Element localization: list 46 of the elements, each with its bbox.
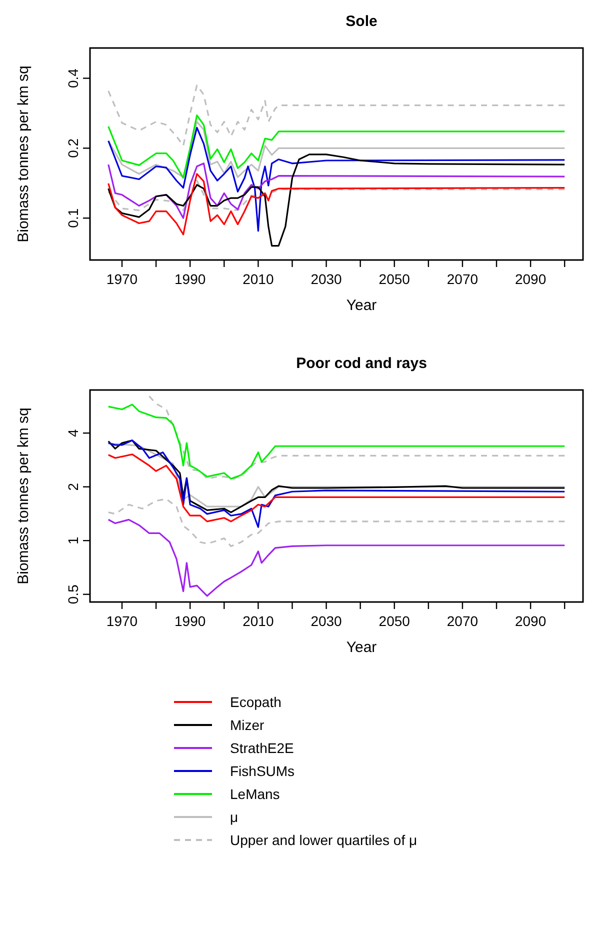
y-tick-label: 0.1 bbox=[65, 208, 81, 228]
y-tick-label: 4 bbox=[65, 428, 81, 437]
line-series bbox=[108, 440, 566, 528]
x-tick-label: 2090 bbox=[514, 613, 546, 629]
y-axis-title: Biomass tonnes per km sq bbox=[15, 66, 32, 242]
x-tick-label: 2010 bbox=[242, 613, 274, 629]
x-tick-label: 2010 bbox=[242, 271, 274, 287]
legend-label: μ bbox=[230, 809, 238, 825]
chart-title: Sole bbox=[346, 13, 378, 30]
y-axis-title: Biomass tonnes per km sq bbox=[15, 408, 32, 584]
line-series bbox=[108, 162, 566, 219]
legend-label: FishSUMs bbox=[230, 763, 295, 779]
x-tick-label: 2030 bbox=[310, 271, 342, 287]
x-tick-label: 2050 bbox=[378, 271, 410, 287]
y-tick-label: 0.4 bbox=[65, 68, 81, 88]
legend-label: LeMans bbox=[230, 786, 280, 802]
line-series bbox=[108, 180, 566, 212]
x-tick-label: 1970 bbox=[106, 613, 138, 629]
legend-label: Mizer bbox=[230, 717, 265, 733]
x-tick-label: 1990 bbox=[174, 271, 206, 287]
x-axis-title: Year bbox=[346, 639, 377, 656]
y-tick-label: 2 bbox=[65, 482, 81, 491]
x-tick-label: 2050 bbox=[378, 613, 410, 629]
chart-title: Poor cod and rays bbox=[296, 355, 427, 372]
x-tick-label: 1990 bbox=[174, 613, 206, 629]
y-tick-label: 0.2 bbox=[65, 138, 81, 158]
x-tick-label: 2070 bbox=[446, 271, 478, 287]
x-axis-title: Year bbox=[346, 297, 377, 314]
line-series bbox=[108, 498, 566, 548]
y-tick-label: 0.5 bbox=[65, 584, 81, 604]
x-tick-label: 2030 bbox=[310, 613, 342, 629]
line-series bbox=[108, 84, 566, 146]
line-series bbox=[108, 173, 566, 236]
legend-label: Upper and lower quartiles of μ bbox=[230, 832, 418, 848]
line-series bbox=[108, 518, 566, 597]
x-tick-label: 1970 bbox=[106, 271, 138, 287]
legend-label: StrathE2E bbox=[230, 740, 294, 756]
x-tick-label: 2070 bbox=[446, 613, 478, 629]
line-series bbox=[108, 126, 566, 232]
y-tick-label: 1 bbox=[65, 536, 81, 544]
line-series bbox=[108, 454, 566, 522]
line-series bbox=[108, 154, 566, 247]
line-series bbox=[148, 395, 566, 480]
legend-label: Ecopath bbox=[230, 694, 282, 710]
line-series bbox=[108, 404, 566, 480]
x-tick-label: 2090 bbox=[514, 271, 546, 287]
